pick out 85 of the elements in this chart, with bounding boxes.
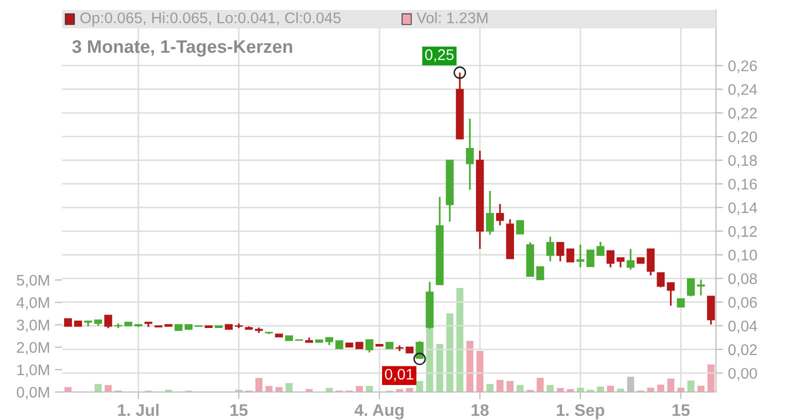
- y-tick-label: 0,26: [728, 60, 757, 74]
- x-tick-label: 1. Jul: [118, 404, 158, 416]
- bar: [446, 313, 454, 392]
- candlestick: [696, 278, 705, 296]
- bar: [476, 351, 484, 392]
- y2-tick-label: 2,0M: [17, 342, 49, 355]
- bar: [596, 386, 604, 392]
- bar: [546, 385, 554, 392]
- candlestick: [516, 220, 524, 234]
- bar: [496, 380, 504, 392]
- y-tick-label: 0,14: [728, 202, 758, 215]
- bar: [255, 378, 262, 392]
- bar: [667, 378, 674, 392]
- bar: [677, 388, 684, 392]
- y-tick-label: 0,18: [728, 155, 757, 168]
- candlestick: [416, 340, 424, 360]
- annotation: Vol: 1.23M: [416, 12, 488, 24]
- y-tick-label: 0,06: [728, 296, 757, 310]
- bar: [607, 386, 614, 392]
- candlestick: [556, 242, 564, 262]
- bar: [265, 386, 272, 392]
- candlestick: [576, 244, 584, 268]
- y2-tick-label: 4,0M: [16, 297, 49, 310]
- y2-tick-label: 3,0M: [16, 320, 49, 332]
- candlestick: [486, 190, 494, 236]
- y-tick-label: 0,12: [728, 226, 757, 239]
- bar: [687, 380, 694, 392]
- bar: [286, 383, 293, 392]
- bar: [94, 384, 102, 392]
- bar: [64, 387, 72, 392]
- candlestick: [666, 282, 675, 306]
- candlestick: [596, 240, 604, 256]
- candlestick: [616, 256, 624, 268]
- y-tick-label: 0,24: [728, 84, 758, 97]
- candlestick: [656, 272, 665, 288]
- annotation: 0,01: [384, 368, 414, 382]
- bar: [456, 288, 464, 392]
- y-tick-label: 0,08: [728, 273, 757, 286]
- bar: [466, 340, 474, 392]
- candlestick: [626, 248, 635, 271]
- bar: [436, 344, 444, 392]
- y-tick-label: 0,22: [728, 108, 757, 120]
- y-tick-label: 0,04: [728, 320, 758, 334]
- text: 3 Monate, 1-Tages-Kerzen: [72, 40, 292, 57]
- bar: [516, 385, 524, 392]
- y-tick-label: 0,00: [728, 368, 757, 381]
- candlestick: [466, 118, 474, 191]
- bar: [486, 384, 494, 392]
- bar: [366, 386, 373, 392]
- y-tick-label: 0,16: [728, 178, 757, 192]
- y-tick-label: 0,20: [728, 131, 757, 144]
- candlestick: [586, 250, 594, 268]
- bar: [356, 386, 363, 392]
- annotation: Op:0.065, Hi:0.065, Lo:0.041, Cl:0.045: [80, 12, 341, 26]
- annotation: 0,25: [425, 49, 454, 62]
- y-tick-label: 0,10: [728, 250, 757, 262]
- x-tick-label: 1. Sep: [556, 404, 604, 420]
- bar: [536, 378, 544, 392]
- candlestick: [546, 236, 554, 262]
- y-tick-label: 0,02: [728, 344, 757, 357]
- bar: [416, 381, 424, 392]
- bar: [657, 384, 664, 392]
- bar: [506, 381, 514, 392]
- bar: [104, 385, 112, 392]
- candlestick: [496, 203, 504, 226]
- bar: [275, 387, 283, 392]
- x-tick-label: 15: [672, 404, 690, 416]
- y2-tick-label: 1,0M: [17, 364, 49, 378]
- candlestick: [365, 338, 374, 354]
- x-tick-label: 15: [230, 404, 248, 416]
- candlestick: [606, 250, 614, 268]
- y2-tick-label: 5,0M: [16, 274, 49, 288]
- bar: [697, 386, 704, 392]
- candlestick: [104, 314, 112, 329]
- candlestick: [707, 295, 715, 326]
- y2-tick-label: 0,0M: [16, 386, 49, 400]
- candlestick: [536, 266, 544, 280]
- candlestick: [686, 278, 695, 298]
- x-tick-label: 4. Aug: [354, 404, 404, 420]
- bar: [576, 388, 584, 392]
- candlestick: [566, 248, 574, 262]
- candlestick: [646, 248, 655, 276]
- bar: [707, 364, 714, 392]
- bar: [647, 388, 654, 392]
- x-tick-label: 18: [472, 404, 489, 416]
